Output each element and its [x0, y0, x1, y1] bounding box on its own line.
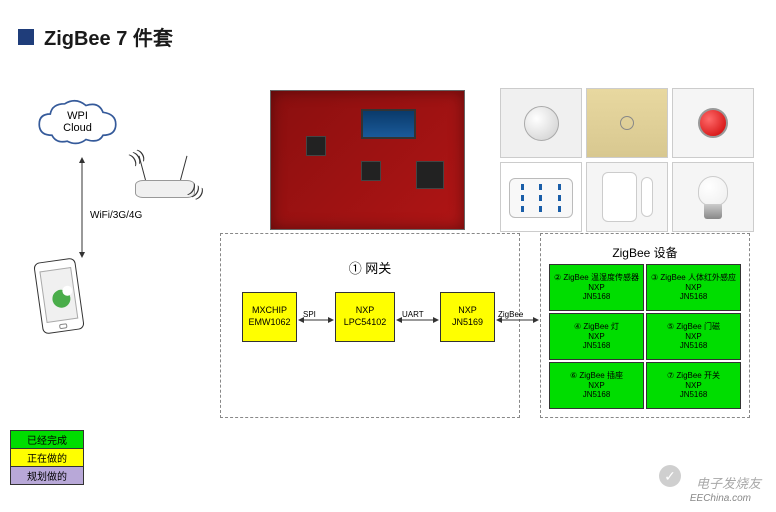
conn-arrow-spi [298, 316, 334, 324]
device-cell-light: ④ ZigBee 灯 NXP JN5168 [549, 313, 644, 360]
cloud-label-line2: Cloud [35, 122, 120, 134]
power-strip-icon [509, 178, 573, 218]
conn-arrow-zigbee [496, 316, 539, 324]
chip-line1: MXCHIP [252, 305, 287, 317]
product-door-sensor [586, 162, 668, 232]
device-cell-switch: ⑦ ZigBee 开关 NXP JN5168 [646, 362, 741, 409]
conn-arrow-uart [396, 316, 439, 324]
chip-line1: NXP [356, 305, 375, 317]
product-led-bulb [672, 162, 754, 232]
chip-line2: LPC54102 [344, 317, 387, 329]
phone-screen-icon [39, 267, 78, 323]
router-icon: ))) ))) [125, 148, 205, 198]
pcb-chip-icon [361, 161, 381, 181]
title-bullet-icon [18, 29, 34, 45]
pir-dome-icon [524, 106, 559, 141]
chip-line1: NXP [458, 305, 477, 317]
device-cell-socket: ⑥ ZigBee 插座 NXP JN5168 [549, 362, 644, 409]
pcb-chip-icon [306, 136, 326, 156]
zigbee-devices-title: ZigBee 设备 [541, 244, 749, 261]
wifi-label: WiFi/3G/4G [90, 210, 142, 221]
legend-row-doing: 正在做的 [11, 449, 83, 467]
watermark-logo-icon: ✓ [659, 465, 681, 487]
pcb-chip-icon [416, 161, 444, 189]
product-pir-sensor [500, 88, 582, 158]
legend-row-done: 已经完成 [11, 431, 83, 449]
watermark-brand: 电子发烧友 [696, 473, 761, 492]
chip-mxchip: MXCHIP EMW1062 [242, 292, 297, 342]
door-sensor-main-icon [602, 172, 637, 222]
chip-line2: EMW1062 [248, 317, 290, 329]
chip-lpc: NXP LPC54102 [335, 292, 395, 342]
cloud-label-line1: WPI [35, 110, 120, 122]
zigbee-devices-group: ZigBee 设备 ② ZigBee 温湿度传感器 NXP JN5168 ③ Z… [540, 233, 750, 418]
chip-jn5169: NXP JN5169 [440, 292, 495, 342]
device-grid: ② ZigBee 温湿度传感器 NXP JN5168 ③ ZigBee 人体红外… [549, 264, 741, 409]
gateway-pcb-photo [270, 90, 465, 230]
bulb-icon [698, 176, 728, 219]
device-cell-pir: ③ ZigBee 人体红外感应 NXP JN5168 [646, 264, 741, 311]
product-photo-grid [500, 88, 754, 232]
phone-home-button-icon [59, 323, 68, 329]
gateway-title: ① 网关 [220, 258, 520, 277]
chat-bubble-icon [51, 289, 71, 309]
product-power-strip [500, 162, 582, 232]
legend-row-planned: 规划做的 [11, 467, 83, 485]
device-cell-door: ⑤ ZigBee 门磁 NXP JN5168 [646, 313, 741, 360]
cloud-router-link [75, 155, 89, 260]
product-wall-switch [586, 88, 668, 158]
wireless-signal-icon: ))) [127, 146, 147, 167]
title-bar: ZigBee 7 件套 [18, 22, 173, 51]
watermark-url: EEChina.com [690, 493, 751, 504]
router-antenna-icon [180, 156, 187, 180]
switch-button-icon [620, 116, 634, 130]
cloud-label: WPI Cloud [35, 110, 120, 134]
device-cell-temp-humidity: ② ZigBee 温湿度传感器 NXP JN5168 [549, 264, 644, 311]
emergency-button-icon [698, 108, 728, 138]
wpi-cloud: WPI Cloud [35, 95, 120, 150]
pcb-lcd-icon [361, 109, 416, 139]
chip-line2: JN5169 [452, 317, 483, 329]
router-body-icon [135, 180, 195, 198]
door-sensor-magnet-icon [641, 177, 653, 217]
product-emergency-button [672, 88, 754, 158]
page-title: ZigBee 7 件套 [44, 22, 173, 51]
smartphone-icon [33, 257, 85, 334]
status-legend: 已经完成 正在做的 规划做的 [10, 430, 84, 485]
